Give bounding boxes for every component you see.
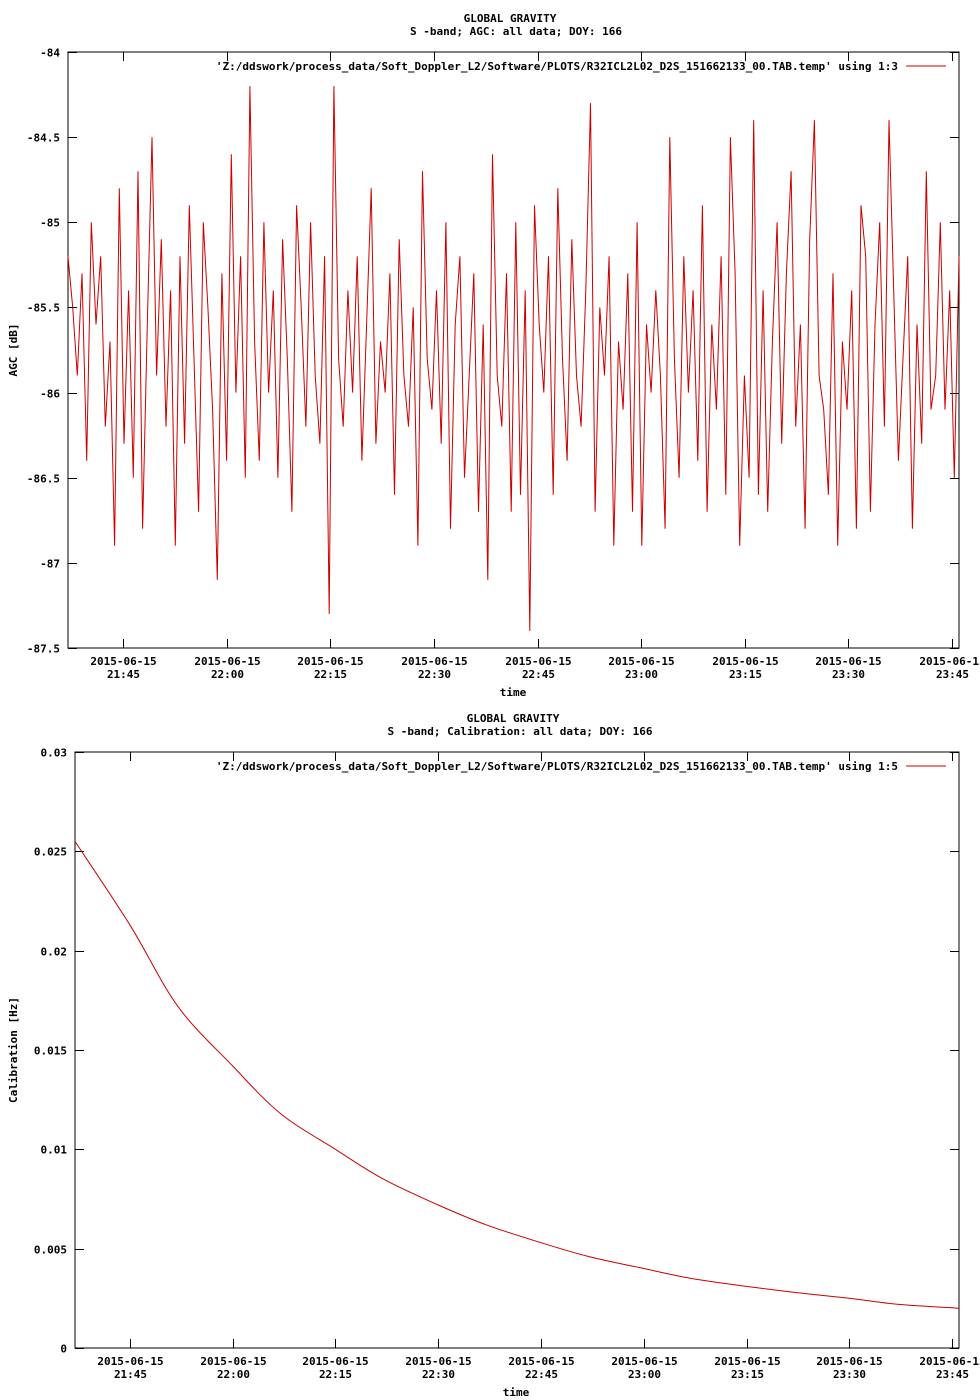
- x-tick-time: 22:00: [217, 1368, 250, 1381]
- x-tick-time: 22:00: [211, 668, 244, 681]
- series-line: [67, 86, 960, 632]
- chart-title: GLOBAL GRAVITY: [467, 712, 560, 725]
- x-tick-date: 2015-06-15: [919, 655, 980, 668]
- y-axis-ticks: 0.03 0.025 0.02 0.015 0.01 0.005 0: [34, 747, 959, 1356]
- x-axis-label: time: [503, 1386, 530, 1399]
- x-tick-date: 2015-06-15: [608, 655, 674, 668]
- legend-label: 'Z:/ddswork/process_data/Soft_Doppler_L2…: [216, 60, 898, 73]
- x-tick-date: 2015-06-15: [405, 1355, 471, 1368]
- series-layer: [74, 841, 960, 1309]
- x-tick-date: 2015-06-15: [611, 1355, 677, 1368]
- x-tick-date: 2015-06-15: [297, 655, 363, 668]
- y-tick-label: -86.5: [27, 473, 60, 486]
- y-tick-label: 0: [60, 1343, 67, 1356]
- x-tick-time: 21:45: [114, 1368, 147, 1381]
- series-layer: [67, 86, 960, 632]
- y-tick-label: 0.005: [34, 1244, 67, 1257]
- x-tick-time: 22:30: [418, 668, 451, 681]
- chart-title: GLOBAL GRAVITY: [464, 12, 557, 25]
- x-tick-time: 22:15: [319, 1368, 352, 1381]
- x-tick-time: 23:45: [936, 668, 969, 681]
- x-tick-time: 22:30: [422, 1368, 455, 1381]
- x-tick-date: 2015-06-15: [90, 655, 156, 668]
- x-tick-date: 2015-06-15: [508, 1355, 574, 1368]
- x-tick-time: 21:45: [107, 668, 140, 681]
- chart-subtitle: S -band; AGC: all data; DOY: 166: [410, 25, 622, 38]
- y-tick-label: 0.025: [34, 846, 67, 859]
- x-tick-date: 2015-06-15: [194, 655, 260, 668]
- y-tick-label: -85: [40, 217, 60, 230]
- chart-subtitle: S -band; Calibration: all data; DOY: 166: [388, 725, 653, 738]
- plot-frame: [74, 751, 960, 1349]
- x-tick-date: 2015-06-15: [505, 655, 571, 668]
- legend-label: 'Z:/ddswork/process_data/Soft_Doppler_L2…: [216, 760, 898, 773]
- y-tick-label: -84: [40, 47, 60, 60]
- x-tick-time: 22:45: [525, 1368, 558, 1381]
- x-tick-time: 22:45: [522, 668, 555, 681]
- x-axis-ticks: 2015-06-1521:452015-06-1522:002015-06-15…: [97, 752, 980, 1381]
- x-tick-date: 2015-06-15: [714, 1355, 780, 1368]
- x-tick-date: 2015-06-15: [816, 1355, 882, 1368]
- plot-frame: [67, 51, 960, 649]
- y-tick-label: 0.02: [41, 946, 68, 959]
- x-tick-time: 22:15: [314, 668, 347, 681]
- x-tick-date: 2015-06-15: [815, 655, 881, 668]
- x-tick-date: 2015-06-15: [712, 655, 778, 668]
- x-tick-time: 23:00: [628, 1368, 661, 1381]
- x-axis-ticks: 2015-06-1521:452015-06-1522:002015-06-15…: [90, 52, 980, 681]
- x-axis-label: time: [500, 686, 527, 699]
- x-tick-date: 2015-06-15: [302, 1355, 368, 1368]
- x-tick-time: 23:15: [731, 1368, 764, 1381]
- x-tick-date: 2015-06-15: [919, 1355, 980, 1368]
- y-tick-label: 0.03: [41, 747, 68, 760]
- y-tick-label: 0.015: [34, 1045, 67, 1058]
- y-axis-ticks: -84 -84.5 -85 -85.5 -86 -86.5 -87 -87.5: [27, 47, 959, 656]
- agc-chart: GLOBAL GRAVITY S -band; AGC: all data; D…: [7, 12, 980, 699]
- y-axis-label: AGC [dB]: [7, 324, 20, 377]
- x-tick-date: 2015-06-15: [401, 655, 467, 668]
- x-tick-time: 23:15: [729, 668, 762, 681]
- y-tick-label: -86: [40, 388, 60, 401]
- series-line: [74, 841, 960, 1309]
- y-axis-label: Calibration [Hz]: [7, 997, 20, 1103]
- y-tick-label: -87: [40, 558, 60, 571]
- x-tick-time: 23:00: [625, 668, 658, 681]
- calibration-chart: GLOBAL GRAVITY S -band; Calibration: all…: [7, 712, 980, 1399]
- x-tick-time: 23:30: [833, 1368, 866, 1381]
- y-tick-label: -87.5: [27, 643, 60, 656]
- y-tick-label: 0.01: [41, 1144, 68, 1157]
- x-tick-date: 2015-06-15: [97, 1355, 163, 1368]
- y-tick-label: -85.5: [27, 302, 60, 315]
- x-tick-time: 23:45: [936, 1368, 969, 1381]
- x-tick-date: 2015-06-15: [200, 1355, 266, 1368]
- x-tick-time: 23:30: [832, 668, 865, 681]
- y-tick-label: -84.5: [27, 132, 60, 145]
